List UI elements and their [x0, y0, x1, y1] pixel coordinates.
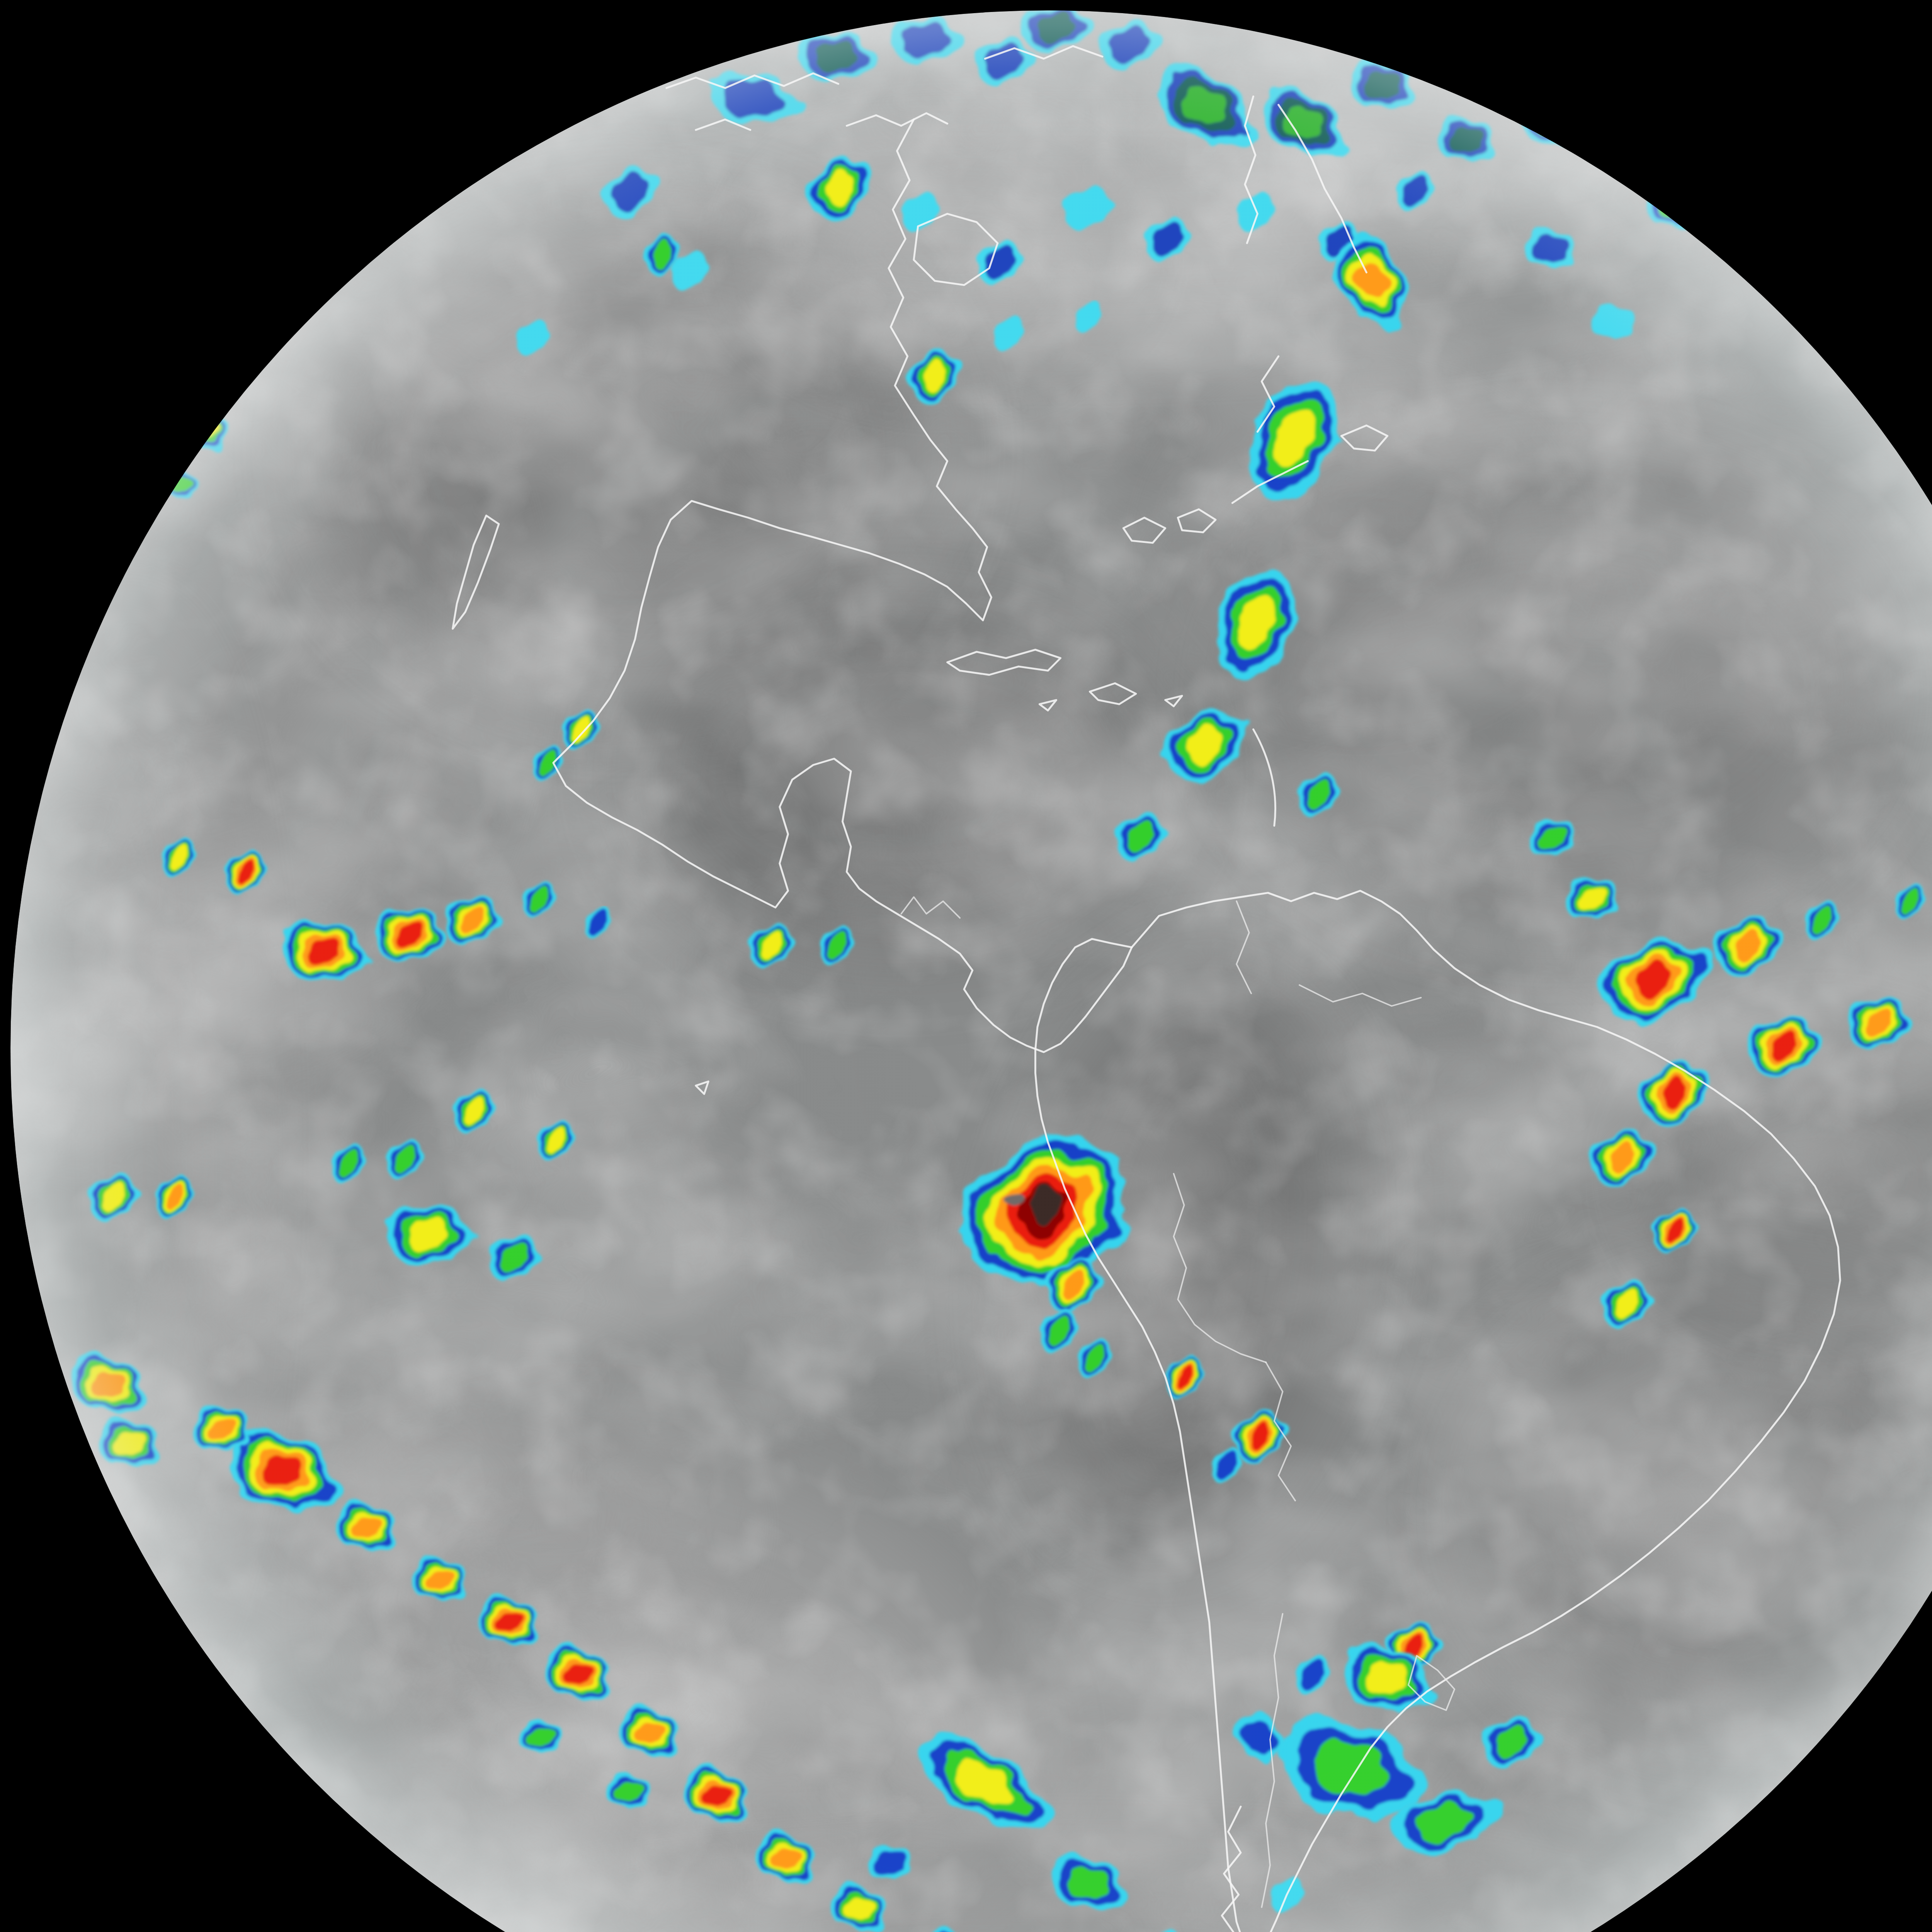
earth-disk: [0, 0, 1932, 1932]
satellite-viewer: [0, 0, 1932, 1932]
goes-full-disk-infrared-image: [0, 0, 1932, 1932]
storm-cell: [1777, 172, 1811, 197]
